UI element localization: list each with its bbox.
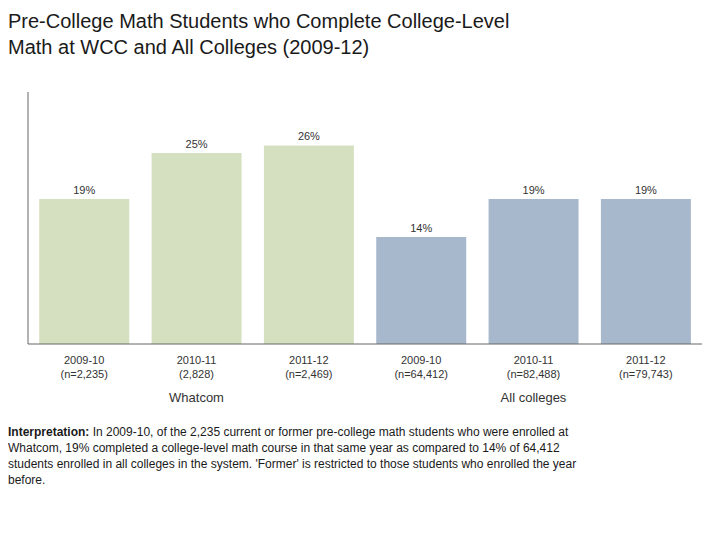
- html-text:All colleges: All colleges: [500, 390, 567, 405]
- svg-text:2011-12(n=79,743): 2011-12(n=79,743): [619, 354, 673, 380]
- html-text:Interpretation: In 2009-10, of: Interpretation: In 2009-10, of the 2,235…: [8, 425, 577, 487]
- html-text:Whatcom: Whatcom: [169, 390, 224, 405]
- svg-text:2011-12(n=2,469): 2011-12(n=2,469): [285, 354, 332, 380]
- svg-text:2009-10(n=2,235): 2009-10(n=2,235): [60, 354, 107, 380]
- svg-text:19%: 19%: [523, 184, 545, 196]
- svg-text:2009-10(n=64,412): 2009-10(n=64,412): [394, 354, 448, 380]
- svg-text:19%: 19%: [73, 184, 95, 196]
- svg-text:2010-11(2,828): 2010-11(2,828): [177, 354, 217, 380]
- svg-text:19%: 19%: [635, 184, 657, 196]
- svg-text:26%: 26%: [298, 130, 320, 142]
- svg-text:25%: 25%: [186, 138, 208, 150]
- svg-text:2010-11(n=82,488): 2010-11(n=82,488): [507, 354, 561, 380]
- svg-text:14%: 14%: [410, 222, 432, 234]
- html-text:Pre-College Math Students who: Pre-College Math Students who Complete C…: [8, 10, 510, 58]
